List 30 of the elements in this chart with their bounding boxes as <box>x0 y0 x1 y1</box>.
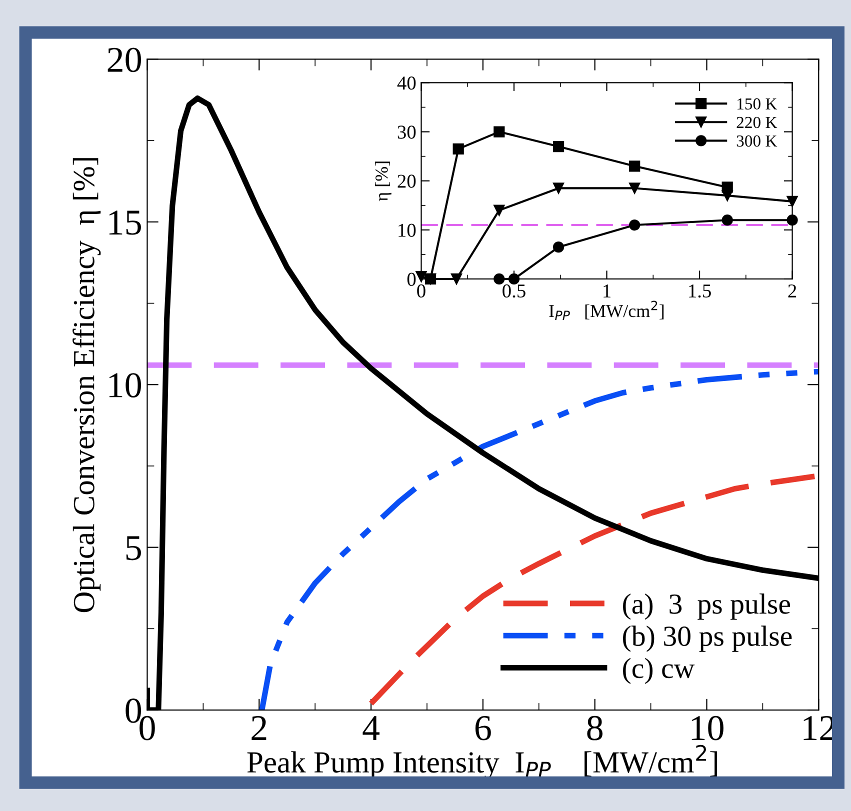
y-axis-title: η [%] <box>375 162 392 202</box>
y-tick-label: 10 <box>109 373 141 398</box>
y-axis-title: Optical Conversion Efficiency η [%] <box>72 158 101 612</box>
x-tick-label: 0 <box>417 284 426 298</box>
y-tick-label: 10 <box>398 224 416 237</box>
x-tick-label: 6 <box>475 716 491 740</box>
legend-label: (a) 3 ps pulse <box>623 594 790 620</box>
y-tick-label: 20 <box>108 48 141 72</box>
legend-label: (c) cw <box>623 658 695 684</box>
text: I$_{PP}$ [MW/cm$^{2}$] <box>549 300 664 320</box>
legend-label: 300 K <box>736 135 778 147</box>
y-tick-label: 0 <box>126 698 141 723</box>
legend-label: 150 K <box>738 98 778 110</box>
y-tick-label: 5 <box>126 536 141 560</box>
y-tick-label: 15 <box>109 210 141 235</box>
x-tick-label: 1 <box>604 284 610 298</box>
legend-label: 220 K <box>736 116 778 128</box>
legend-label: (b) 30 ps pulse <box>623 626 792 652</box>
y-tick-label: 30 <box>398 126 416 139</box>
x-tick-label: 10 <box>692 716 724 740</box>
y-tick-label: 40 <box>397 76 416 90</box>
x-tick-label: 2 <box>788 284 796 298</box>
x-tick-label: 2 <box>252 716 266 740</box>
x-tick-label: 4 <box>362 716 380 740</box>
y-tick-label: 20 <box>398 174 416 188</box>
text: Peak Pump Intensity I$_{PP}$ [MW/cm$^{2}$] <box>247 744 717 780</box>
y-tick-label: 0 <box>407 272 416 286</box>
x-tick-label: 0.5 <box>502 284 526 298</box>
x-tick-label: 1.5 <box>689 284 711 298</box>
x-tick-label: 8 <box>587 716 602 740</box>
